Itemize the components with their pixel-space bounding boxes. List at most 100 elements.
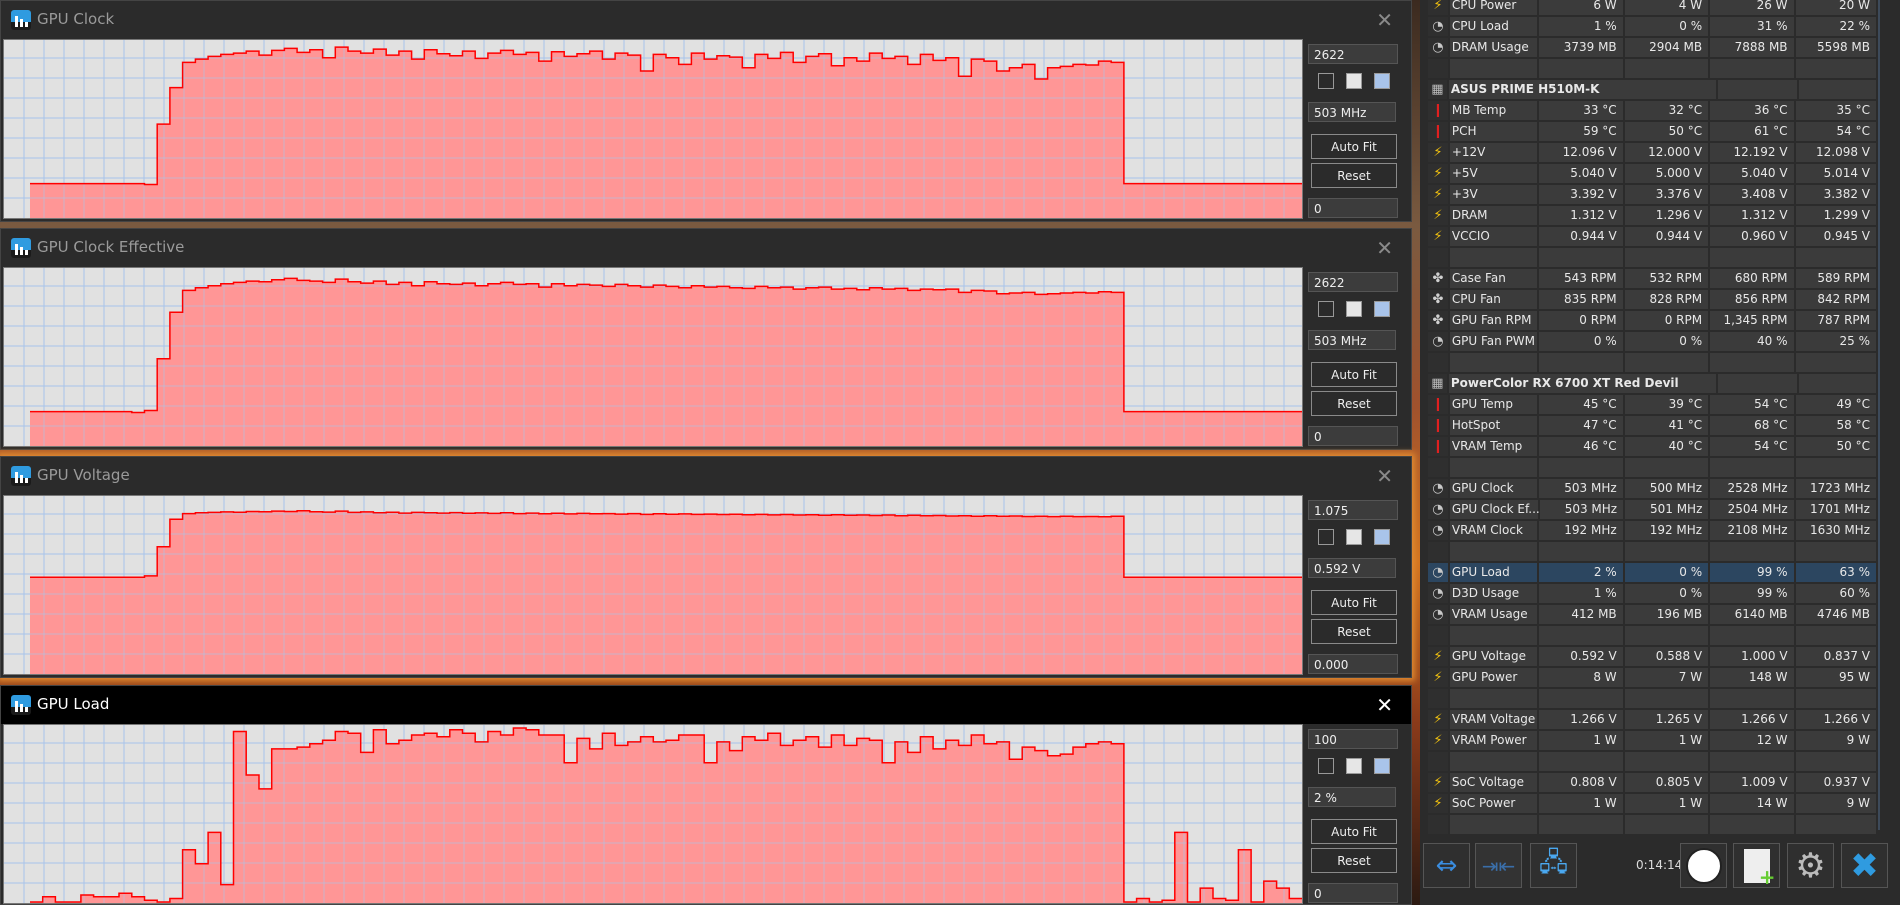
background-color-swatch[interactable] — [1318, 73, 1334, 89]
reset-button[interactable]: Reset — [1311, 391, 1397, 416]
title-bar[interactable]: GPU Clock Effective ✕ — [1, 229, 1411, 267]
plot-color-swatch[interactable] — [1346, 301, 1362, 317]
plot-color-swatch[interactable] — [1346, 73, 1362, 89]
sensor-row[interactable]: ◔ VRAM Clock 192 MHz 192 MHz 2108 MHz 1630 MH… — [1428, 521, 1878, 542]
sensor-row[interactable]: ◔ GPU Clock Ef... 503 MHz 501 MHz 2504 MHz 17… — [1428, 500, 1878, 521]
sensor-row[interactable]: ✤ GPU Fan RPM 0 RPM 0 RPM 1,345 RPM 787 RPM — [1428, 311, 1878, 332]
elapsed-timer: 0:14:14 — [1636, 858, 1683, 872]
sensor-row[interactable]: ✤ CPU Fan 835 RPM 828 RPM 856 RPM 842 RPM — [1428, 290, 1878, 311]
close-app-button[interactable]: ✖ — [1841, 843, 1888, 888]
window-title: GPU Voltage — [37, 466, 130, 484]
min-value-field[interactable]: 0 — [1308, 883, 1398, 903]
sensor-group-header[interactable]: ▦ PowerColor RX 6700 XT Red Devil — [1428, 374, 1878, 395]
sensor-row[interactable]: ◔ CPU Load 1 % 0 % 31 % 22 % — [1428, 17, 1878, 38]
graph-area-fill — [30, 510, 1302, 674]
sensor-row[interactable]: ❙ MB Temp 33 °C 32 °C 36 °C 35 °C — [1428, 101, 1878, 122]
auto-fit-button[interactable]: Auto Fit — [1311, 134, 1397, 159]
sensor-row[interactable]: ◔ GPU Clock 503 MHz 500 MHz 2528 MHz 1723 MHz — [1428, 479, 1878, 500]
grid-color-swatch[interactable] — [1374, 529, 1390, 545]
background-color-swatch[interactable] — [1318, 529, 1334, 545]
logging-button[interactable]: + — [1733, 843, 1780, 888]
sensor-row[interactable]: ◔ GPU Load 2 % 0 % 99 % 63 % — [1428, 563, 1878, 584]
sensor-row[interactable]: ⚡ +3V 3.392 V 3.376 V 3.408 V 3.382 V — [1428, 185, 1878, 206]
average-value: 20 W — [1795, 0, 1876, 15]
sensor-row[interactable]: ⚡ +12V 12.096 V 12.000 V 12.192 V 12.098 V — [1428, 143, 1878, 164]
current-value: 412 MB — [1539, 605, 1623, 624]
empty-cell — [1624, 752, 1709, 771]
reset-button[interactable]: Reset — [1311, 163, 1397, 188]
grid-color-swatch[interactable] — [1374, 73, 1390, 89]
plot-color-swatch[interactable] — [1346, 529, 1362, 545]
network-button[interactable]: 🖧 — [1530, 843, 1577, 888]
average-value: 60 % — [1795, 584, 1876, 603]
average-value: 25 % — [1795, 332, 1876, 351]
lightning-icon: ⚡ — [1433, 796, 1443, 811]
sensor-row[interactable]: ◔ GPU Fan PWM 0 % 0 % 40 % 25 % — [1428, 332, 1878, 353]
icon-cell: ⚡ — [1428, 773, 1448, 792]
empty-cell — [1710, 626, 1794, 645]
min-value-field[interactable]: 0.000 — [1308, 654, 1398, 674]
sensor-row[interactable]: ⚡ GPU Voltage 0.592 V 0.588 V 1.000 V 0.837 V — [1428, 647, 1878, 668]
background-color-swatch[interactable] — [1318, 301, 1334, 317]
title-bar[interactable]: GPU Load ✕ — [1, 686, 1411, 724]
max-value-field[interactable]: 2622 — [1308, 272, 1398, 292]
empty-cell — [1710, 752, 1794, 771]
collapse-columns-button[interactable]: ⇥⇤ — [1475, 843, 1522, 888]
graph-window: GPU Clock Effective ✕ 2622 503 MHz Auto … — [0, 228, 1412, 450]
empty-cell — [1449, 542, 1538, 561]
sensor-row[interactable]: ❙ GPU Temp 45 °C 39 °C 54 °C 49 °C — [1428, 395, 1878, 416]
min-value-field[interactable]: 0 — [1308, 198, 1398, 218]
sensor-row[interactable]: ❙ VRAM Temp 46 °C 40 °C 54 °C 50 °C — [1428, 437, 1878, 458]
sensor-row[interactable]: ◔ D3D Usage 1 % 0 % 99 % 60 % — [1428, 584, 1878, 605]
gauge-clock-icon: ◔ — [1432, 334, 1444, 349]
sensor-row[interactable]: ⚡ VCCIO 0.944 V 0.944 V 0.960 V 0.945 V — [1428, 227, 1878, 248]
expand-columns-button[interactable]: ⇔ — [1423, 843, 1470, 888]
sensor-row[interactable]: ◔ DRAM Usage 3739 MB 2904 MB 7888 MB 5598 MB — [1428, 38, 1878, 59]
sensor-row[interactable]: ⚡ VRAM Voltage 1.266 V 1.265 V 1.266 V 1.266 … — [1428, 710, 1878, 731]
close-window-button[interactable]: ✕ — [1376, 236, 1393, 260]
min-value-field[interactable]: 0 — [1308, 426, 1398, 446]
close-window-button[interactable]: ✕ — [1376, 693, 1393, 717]
title-bar[interactable]: GPU Clock ✕ — [1, 1, 1411, 39]
average-value: 58 °C — [1795, 416, 1876, 435]
sensor-row[interactable]: ⚡ DRAM 1.312 V 1.296 V 1.312 V 1.299 V — [1428, 206, 1878, 227]
sensor-group-header[interactable]: ▦ ASUS PRIME H510M-K — [1428, 80, 1878, 101]
sensor-label: GPU Load — [1449, 563, 1538, 582]
scrollbar[interactable] — [1878, 0, 1880, 830]
close-window-button[interactable]: ✕ — [1376, 464, 1393, 488]
background-color-swatch[interactable] — [1318, 758, 1334, 774]
sensor-row[interactable]: ◔ VRAM Usage 412 MB 196 MB 6140 MB 4746 MB — [1428, 605, 1878, 626]
sensor-row[interactable]: ⚡ +5V 5.040 V 5.000 V 5.040 V 5.014 V — [1428, 164, 1878, 185]
auto-fit-button[interactable]: Auto Fit — [1311, 362, 1397, 387]
sensor-row[interactable]: ✤ Case Fan 543 RPM 532 RPM 680 RPM 589 RPM — [1428, 269, 1878, 290]
auto-fit-button[interactable]: Auto Fit — [1311, 590, 1397, 615]
sensor-row[interactable]: ❙ PCH 59 °C 50 °C 61 °C 54 °C — [1428, 122, 1878, 143]
auto-fit-button[interactable]: Auto Fit — [1311, 819, 1397, 844]
reset-button[interactable]: Reset — [1311, 619, 1397, 644]
sensor-row[interactable]: ❙ HotSpot 47 °C 41 °C 68 °C 58 °C — [1428, 416, 1878, 437]
arrows-inward-icon: ⇥⇤ — [1481, 853, 1516, 878]
max-value-field[interactable]: 2622 — [1308, 44, 1398, 64]
settings-button[interactable]: ⚙ — [1787, 843, 1834, 888]
current-value: 0 RPM — [1539, 311, 1623, 330]
max-value-field[interactable]: 1.075 — [1308, 500, 1398, 520]
max-value-field[interactable]: 100 — [1308, 729, 1398, 749]
grid-color-swatch[interactable] — [1374, 758, 1390, 774]
sensor-label: GPU Clock Ef... — [1449, 500, 1540, 519]
graph-line — [30, 510, 1302, 578]
close-window-button[interactable]: ✕ — [1376, 8, 1393, 32]
reset-button[interactable]: Reset — [1311, 848, 1397, 873]
reset-clock-button[interactable] — [1680, 843, 1727, 888]
minimum-value: 500 MHz — [1624, 479, 1709, 498]
maximum-value: 680 RPM — [1710, 269, 1794, 288]
title-bar[interactable]: GPU Voltage ✕ — [1, 457, 1411, 495]
empty-cell — [1539, 458, 1623, 477]
sensor-row[interactable]: ⚡ SoC Voltage 0.808 V 0.805 V 1.009 V 0.937 V — [1428, 773, 1878, 794]
grid-color-swatch[interactable] — [1374, 301, 1390, 317]
plot-color-swatch[interactable] — [1346, 758, 1362, 774]
